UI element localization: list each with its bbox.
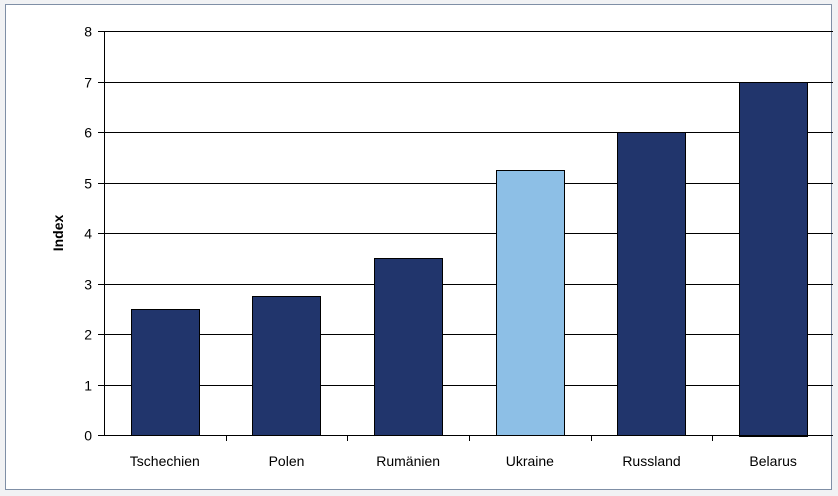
x-tick-label: Tschechien xyxy=(130,453,200,469)
bars xyxy=(131,82,808,437)
y-tick-labels: 0 1 2 3 4 5 6 7 8 xyxy=(84,24,92,444)
bar-tschechien xyxy=(131,309,200,436)
y-tick-label: 7 xyxy=(84,75,92,91)
chart-frame: 0 1 2 3 4 5 6 7 8 Tschechien Polen Rumänien Ukraine… xyxy=(5,4,833,490)
y-tick-label: 3 xyxy=(84,277,92,293)
y-tick-label: 2 xyxy=(84,327,92,343)
y-tick-label: 1 xyxy=(84,378,92,394)
bar-russland xyxy=(617,132,686,436)
y-tick-label: 0 xyxy=(84,428,92,444)
bar-ukraine xyxy=(496,170,565,436)
x-tick-labels: Tschechien Polen Rumänien Ukraine Russland Be… xyxy=(130,453,797,469)
bar-polen xyxy=(252,296,321,436)
y-tick-label: 8 xyxy=(84,24,92,40)
x-tick-label: Russland xyxy=(622,453,680,469)
bar-belarus xyxy=(739,82,808,437)
x-tick-label: Ukraine xyxy=(506,453,554,469)
y-tick-label: 5 xyxy=(84,176,92,192)
bar-rumänien xyxy=(374,258,443,436)
gridlines xyxy=(104,31,833,386)
y-axis-title: Index xyxy=(50,215,66,252)
x-tick-label: Polen xyxy=(269,453,305,469)
x-tick-label: Belarus xyxy=(749,453,796,469)
x-tick-label: Rumänien xyxy=(376,453,440,469)
y-tick-label: 4 xyxy=(84,226,92,242)
bar-chart: 0 1 2 3 4 5 6 7 8 Tschechien Polen Rumänien Ukraine… xyxy=(50,24,833,469)
y-tick-label: 6 xyxy=(84,125,92,141)
axes xyxy=(98,31,833,441)
